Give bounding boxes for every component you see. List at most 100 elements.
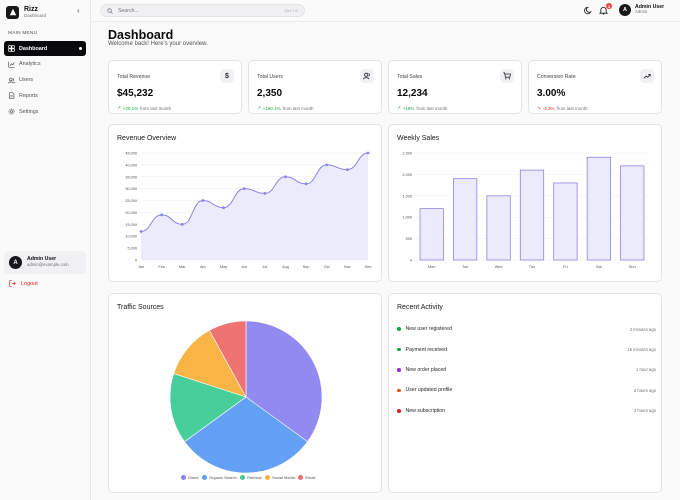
bar	[486, 195, 511, 261]
header-user-menu[interactable]: A Admin User Admin	[619, 4, 664, 16]
change-value: +180.1%	[262, 105, 281, 111]
brand[interactable]: Rizz Dashboard	[6, 4, 86, 20]
y-tick-label: 0	[410, 259, 412, 263]
pie-slice	[245, 320, 323, 443]
y-tick-label: 35,000	[125, 175, 137, 179]
reports-icon	[9, 92, 15, 100]
activity-list: New user registered 2 minutes ago Payment…	[397, 319, 656, 421]
x-tick-label: Jan	[138, 265, 144, 269]
status-dot	[397, 388, 401, 393]
area-fill	[141, 153, 368, 260]
legend-item[interactable]: Social Media	[264, 475, 295, 480]
data-point	[304, 182, 308, 186]
y-tick-label: 5,000	[127, 247, 137, 251]
user-name: Admin User	[27, 256, 57, 263]
data-point	[180, 222, 184, 226]
change-value: -4.3%	[542, 105, 555, 111]
dollar-icon: $	[220, 69, 234, 83]
data-point	[160, 213, 164, 217]
bar	[586, 156, 611, 261]
top-header: Search... Ctrl + K 3 A Admin User Admin	[91, 0, 680, 22]
y-tick-label: 1,000	[402, 216, 412, 220]
chart-legend: Direct Organic Search Referral Social Me…	[181, 475, 319, 480]
x-tick-label: Jul	[262, 265, 267, 269]
user-email: admin@example.com	[27, 262, 69, 267]
y-tick-label: 10,000	[125, 235, 137, 239]
data-point	[366, 151, 370, 155]
revenue-area-chart: 0 5,000 10,000 15,000 20,000 25,000 30,000 35,0…	[125, 151, 371, 270]
data-point	[263, 192, 267, 195]
search-placeholder: Search...	[118, 7, 139, 14]
x-tick-label: Tue	[462, 265, 468, 269]
sidebar-item-analytics[interactable]: Analytics	[4, 57, 86, 72]
y-tick-label: 25,000	[125, 199, 137, 203]
avatar: A	[619, 4, 631, 16]
trend-up-icon: ↗	[117, 105, 121, 110]
header-user-role: Admin	[635, 9, 648, 15]
legend-swatch	[181, 475, 186, 480]
legend-label: Organic Search	[208, 475, 237, 480]
x-tick-label: Jun	[241, 265, 247, 269]
trend-down-icon: ↘	[537, 105, 541, 110]
card-title: Traffic Sources	[117, 304, 164, 311]
card-title: Recent Activity	[397, 304, 443, 311]
data-point	[201, 199, 205, 202]
stat-label: Total Users	[257, 74, 283, 80]
y-tick-label: 30,000	[125, 187, 137, 191]
list-item[interactable]: New user registered 2 minutes ago	[397, 319, 656, 339]
status-dot	[397, 409, 401, 413]
stat-label: Conversion Rate	[537, 74, 576, 80]
page-title: Dashboard	[108, 28, 174, 42]
list-item[interactable]: User updated profile 2 hours ago	[397, 380, 656, 400]
sidebar-item-dashboard[interactable]: Dashboard	[4, 41, 86, 56]
users-icon	[360, 69, 374, 83]
legend-item[interactable]: Email	[298, 475, 315, 480]
x-tick-label: Apr	[200, 265, 207, 269]
logout-button[interactable]: Logout	[9, 280, 38, 287]
legend-swatch	[264, 475, 270, 480]
trend-up-icon: ↗	[397, 105, 401, 110]
search-input[interactable]: Search... Ctrl + K	[100, 4, 305, 17]
legend-item[interactable]: Direct	[181, 475, 198, 480]
activity-text: New user registered	[405, 326, 452, 333]
stat-change: ↗ +180.1% from last month	[257, 105, 314, 111]
data-point	[345, 168, 349, 172]
legend-item[interactable]: Organic Search	[201, 475, 237, 480]
bar	[419, 208, 444, 261]
sidebar-item-reports[interactable]: Reports	[4, 88, 86, 103]
list-item[interactable]: New order placed 1 hour ago	[397, 360, 656, 380]
list-item[interactable]: Payment received 15 minutes ago	[397, 339, 656, 359]
logo-icon	[6, 5, 19, 19]
stat-value: $45,232	[117, 88, 154, 99]
bell-icon[interactable]	[599, 6, 608, 15]
sidebar-user-card[interactable]: A Admin User admin@example.com	[4, 251, 86, 274]
logout-label: Logout	[21, 280, 38, 287]
legend-label: Direct	[188, 475, 199, 480]
moon-icon[interactable]	[584, 6, 593, 15]
x-tick-label: Aug	[282, 265, 289, 269]
sidebar-item-users[interactable]: Users	[4, 73, 86, 88]
legend-swatch	[240, 475, 246, 480]
bar	[620, 165, 645, 261]
stat-card-revenue: Total Revenue $45,232 ↗ +20.1% from last m…	[108, 60, 242, 114]
legend-item[interactable]: Referral	[240, 475, 261, 480]
legend-label: Email	[305, 475, 316, 480]
data-point	[242, 187, 246, 191]
stat-value: 12,234	[397, 88, 428, 99]
stat-change: ↘ -4.3% from last month	[537, 105, 588, 111]
collapse-sidebar-icon[interactable]: ‹	[77, 6, 80, 15]
change-suffix: from last month	[416, 105, 448, 111]
logout-icon	[9, 280, 16, 287]
card-title: Revenue Overview	[117, 135, 177, 142]
change-value: +20.1%	[122, 105, 139, 111]
bar	[519, 169, 545, 261]
data-point	[139, 230, 143, 233]
activity-time: 15 minutes ago	[627, 347, 656, 353]
bar	[453, 178, 478, 261]
list-item[interactable]: New subscription 3 hours ago	[397, 401, 656, 421]
sidebar-item-label: Analytics	[19, 61, 41, 68]
sidebar-item-settings[interactable]: Settings	[4, 104, 86, 119]
dashboard-icon	[8, 45, 15, 52]
y-tick-label: 20,000	[125, 211, 137, 215]
status-dot	[397, 368, 401, 372]
